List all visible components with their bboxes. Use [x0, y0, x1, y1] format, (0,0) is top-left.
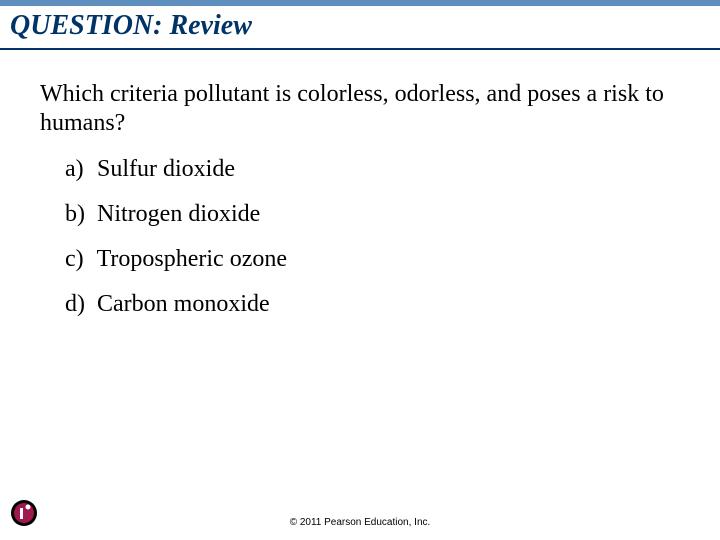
options-list: a) Sulfur dioxide b) Nitrogen dioxide c)…: [0, 138, 720, 318]
option-letter: d): [65, 291, 91, 318]
option-d: d) Carbon monoxide: [65, 291, 720, 318]
option-text: Sulfur dioxide: [97, 156, 235, 182]
slide: QUESTION: Review Which criteria pollutan…: [0, 0, 720, 540]
option-c: c) Tropospheric ozone: [65, 246, 720, 273]
option-text: Tropospheric ozone: [97, 246, 287, 272]
slide-title: QUESTION: Review: [0, 6, 720, 48]
option-letter: c): [65, 246, 91, 273]
option-b: b) Nitrogen dioxide: [65, 201, 720, 228]
option-letter: a): [65, 156, 91, 183]
header-block: QUESTION: Review: [0, 0, 720, 50]
publisher-logo-icon: [10, 499, 38, 532]
header-bar-bottom: [0, 48, 720, 50]
logo-svg: [10, 499, 38, 527]
option-a: a) Sulfur dioxide: [65, 156, 720, 183]
option-text: Carbon monoxide: [97, 291, 270, 317]
option-letter: b): [65, 201, 91, 228]
option-text: Nitrogen dioxide: [97, 201, 260, 227]
copyright-text: © 2011 Pearson Education, Inc.: [0, 517, 720, 528]
question-text: Which criteria pollutant is colorless, o…: [0, 50, 720, 138]
